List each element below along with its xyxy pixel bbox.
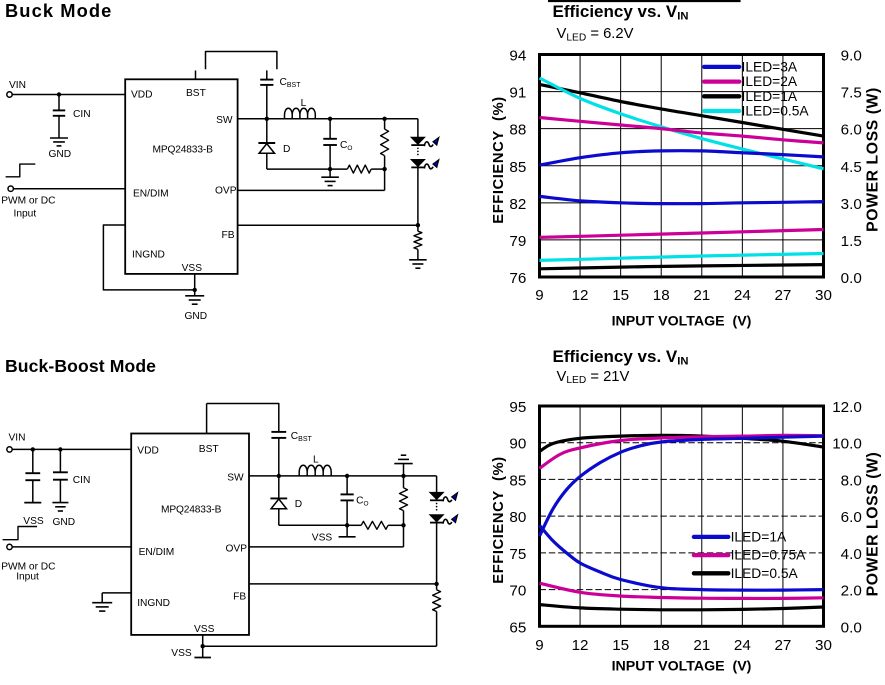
svg-text:OVP: OVP — [215, 186, 237, 197]
svg-text:VSS: VSS — [182, 263, 203, 274]
svg-text:6.0: 6.0 — [841, 509, 862, 526]
svg-text:VSS: VSS — [194, 624, 215, 635]
svg-text:95: 95 — [509, 399, 526, 416]
svg-text:8.0: 8.0 — [841, 472, 862, 489]
svg-text:30: 30 — [815, 637, 832, 654]
svg-text:MPQ24833-B: MPQ24833-B — [153, 145, 214, 156]
svg-text:Efficiency vs. VIN: Efficiency vs. VIN — [553, 2, 689, 23]
svg-text:1.5: 1.5 — [841, 233, 862, 250]
svg-text:PWM or DC: PWM or DC — [1, 195, 55, 206]
svg-text:76: 76 — [509, 270, 526, 287]
svg-text:CIN: CIN — [73, 109, 91, 120]
svg-text:EFFICIENCY (%): EFFICIENCY (%) — [491, 456, 507, 583]
svg-text:18: 18 — [653, 637, 670, 654]
svg-text:ILED=0.5A: ILED=0.5A — [742, 104, 810, 119]
svg-text:EN/DIM: EN/DIM — [133, 189, 169, 200]
svg-text:9.0: 9.0 — [841, 48, 862, 65]
svg-text:21: 21 — [693, 637, 710, 654]
svg-text:85: 85 — [509, 472, 526, 489]
svg-text:D: D — [283, 144, 290, 155]
svg-text:OVP: OVP — [225, 544, 247, 555]
svg-text:91: 91 — [509, 85, 526, 102]
svg-text:MPQ24833-B: MPQ24833-B — [161, 505, 222, 516]
svg-text:EFFICIENCY (%): EFFICIENCY (%) — [491, 96, 507, 223]
svg-text:FB: FB — [221, 230, 234, 241]
svg-text:GND: GND — [49, 149, 72, 160]
svg-text:82: 82 — [509, 196, 526, 213]
svg-text:ILED=1A: ILED=1A — [731, 529, 787, 544]
svg-text:90: 90 — [509, 436, 526, 453]
svg-text:30: 30 — [815, 287, 832, 304]
svg-text:VSS: VSS — [23, 516, 44, 527]
svg-text:ILED=2A: ILED=2A — [742, 74, 798, 89]
svg-text:Input: Input — [14, 209, 37, 220]
svg-text:INGND: INGND — [132, 250, 165, 261]
svg-text:94: 94 — [509, 48, 526, 65]
svg-text:65: 65 — [509, 619, 526, 636]
svg-text:24: 24 — [734, 287, 751, 304]
svg-text:GND: GND — [53, 517, 76, 528]
svg-text:SW: SW — [216, 115, 233, 126]
svg-text:85: 85 — [509, 159, 526, 176]
svg-text:Buck Mode: Buck Mode — [5, 0, 112, 21]
svg-text:POWER LOSS (W): POWER LOSS (W) — [864, 452, 881, 597]
svg-text:9: 9 — [535, 637, 543, 654]
svg-text:D: D — [295, 499, 302, 510]
svg-text:0.0: 0.0 — [841, 270, 862, 287]
svg-text:7.5: 7.5 — [841, 85, 862, 102]
svg-text:12: 12 — [572, 287, 589, 304]
svg-text:POWER LOSS (W): POWER LOSS (W) — [864, 87, 881, 232]
svg-text:GND: GND — [185, 311, 208, 322]
svg-text:VSS: VSS — [312, 533, 333, 544]
svg-text:EN/DIM: EN/DIM — [139, 547, 175, 558]
svg-text:2.0: 2.0 — [841, 583, 862, 600]
svg-text:L: L — [313, 455, 319, 466]
svg-text:6.0: 6.0 — [841, 122, 862, 139]
svg-text:15: 15 — [612, 287, 629, 304]
svg-text:L: L — [301, 98, 307, 109]
svg-text:ILED=0.5A: ILED=0.5A — [731, 566, 799, 581]
svg-text:4.0: 4.0 — [841, 546, 862, 563]
svg-text:88: 88 — [509, 122, 526, 139]
svg-text:INPUT VOLTAGE (V): INPUT VOLTAGE (V) — [612, 659, 752, 675]
svg-text:VSS: VSS — [171, 648, 192, 659]
svg-text:VIN: VIN — [9, 80, 26, 91]
svg-text:Input: Input — [16, 572, 39, 583]
svg-text:21: 21 — [693, 287, 710, 304]
svg-text:27: 27 — [774, 287, 791, 304]
svg-text:FB: FB — [233, 591, 246, 602]
svg-text:12: 12 — [572, 637, 589, 654]
svg-text:12.0: 12.0 — [832, 399, 862, 416]
svg-text:18: 18 — [653, 287, 670, 304]
svg-text:INGND: INGND — [137, 598, 170, 609]
svg-text:27: 27 — [774, 637, 791, 654]
svg-text:VDD: VDD — [131, 90, 153, 101]
svg-text:4.5: 4.5 — [841, 159, 862, 176]
svg-text:15: 15 — [612, 637, 629, 654]
svg-text:BST: BST — [199, 444, 219, 455]
svg-text:ILED=0.75A: ILED=0.75A — [731, 548, 807, 563]
svg-text:9: 9 — [535, 287, 543, 304]
svg-text:Buck-Boost Mode: Buck-Boost Mode — [5, 356, 156, 376]
svg-text:BST: BST — [186, 88, 206, 99]
svg-text:ILED=3A: ILED=3A — [742, 59, 798, 74]
svg-text:10.0: 10.0 — [832, 436, 862, 453]
svg-text:INPUT VOLTAGE (V): INPUT VOLTAGE (V) — [612, 314, 752, 330]
svg-text:3.0: 3.0 — [841, 196, 862, 213]
svg-text:70: 70 — [509, 583, 526, 600]
svg-text:0.0: 0.0 — [841, 619, 862, 636]
svg-text:VIN: VIN — [9, 433, 26, 444]
svg-text:SW: SW — [227, 472, 244, 483]
svg-text:24: 24 — [734, 637, 751, 654]
svg-text:VDD: VDD — [137, 446, 159, 457]
svg-text:CIN: CIN — [73, 475, 91, 486]
svg-text:Efficiency vs. VIN: Efficiency vs. VIN — [553, 347, 689, 368]
svg-text:79: 79 — [509, 233, 526, 250]
svg-text:80: 80 — [509, 509, 526, 526]
svg-text:75: 75 — [509, 546, 526, 563]
svg-text:PWM or DC: PWM or DC — [1, 561, 55, 572]
svg-text:ILED=1A: ILED=1A — [742, 89, 798, 104]
